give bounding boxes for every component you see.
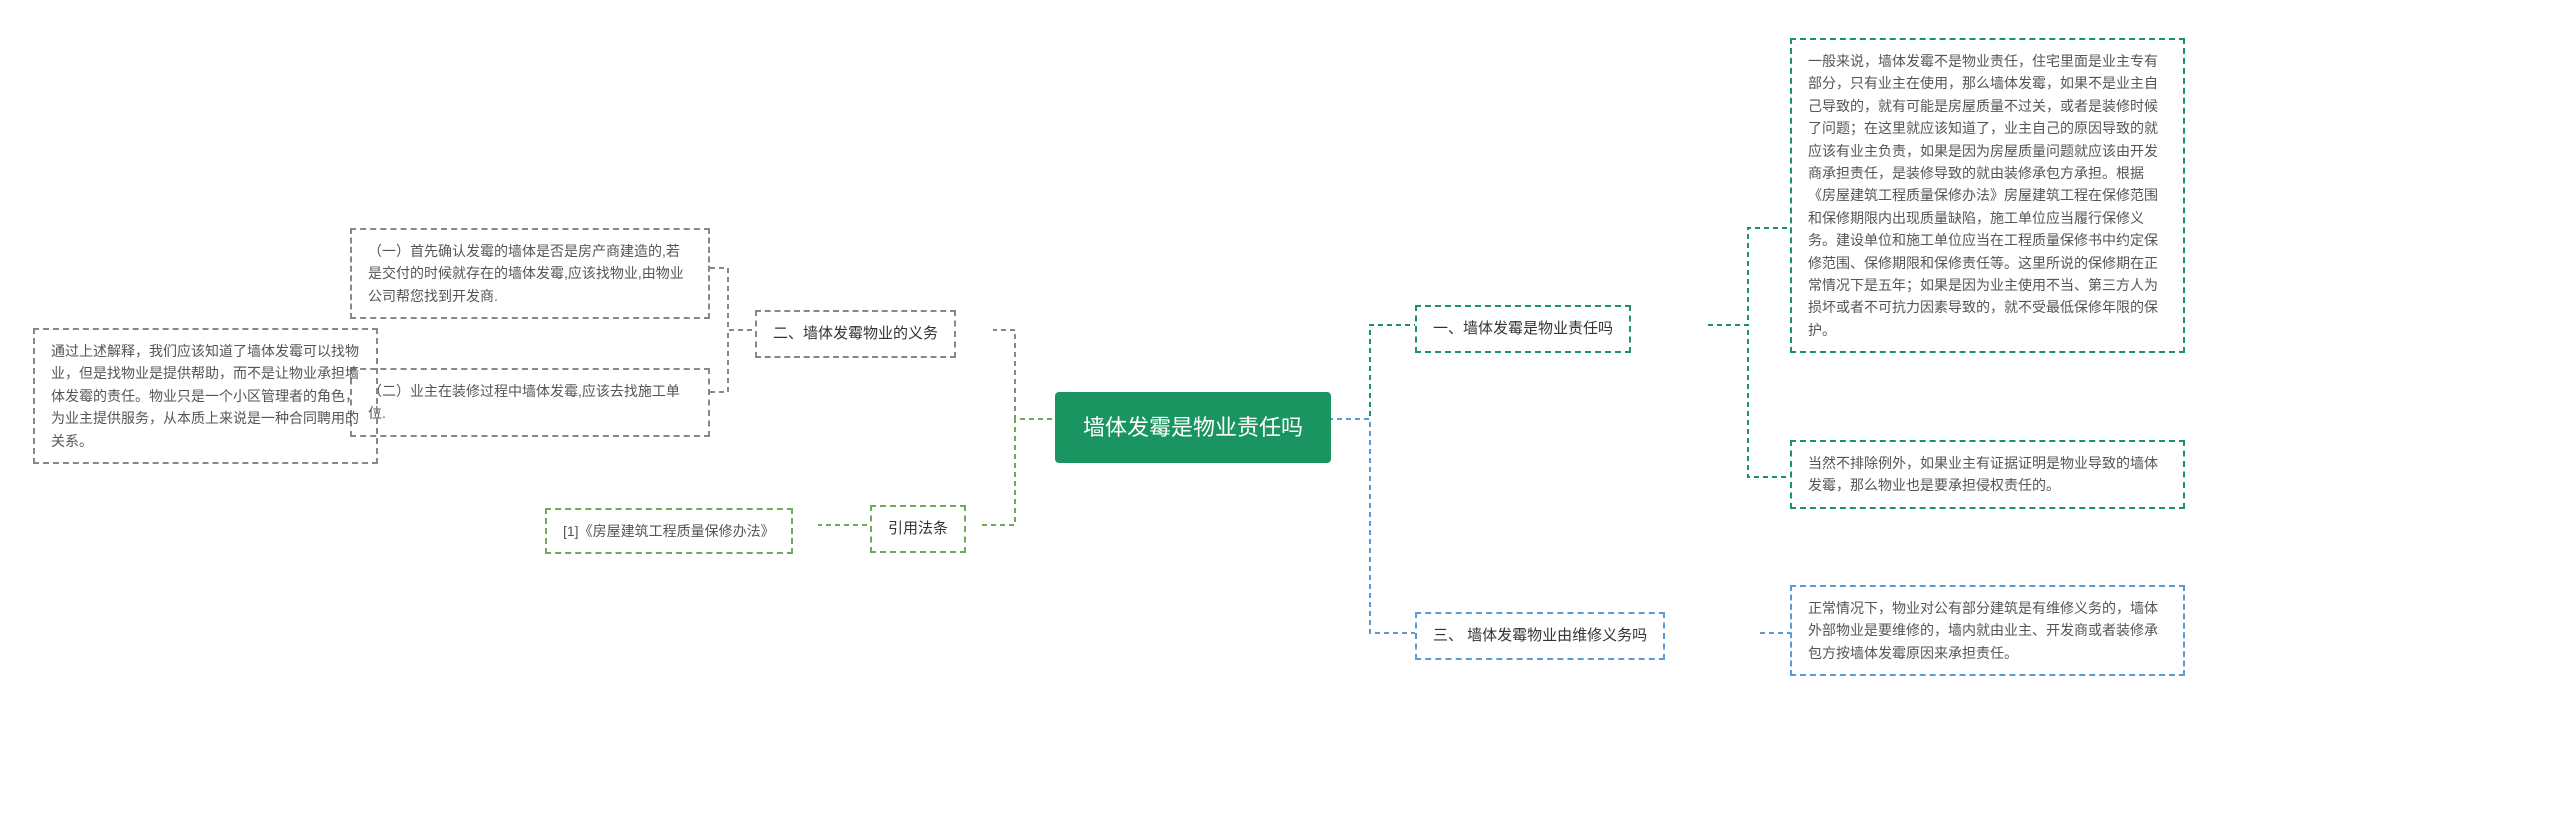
leaf-right-2-1: 正常情况下，物业对公有部分建筑是有维修义务的，墙体外部物业是要维修的，墙内就由业…: [1790, 585, 2185, 676]
root-node: 墙体发霉是物业责任吗: [1055, 392, 1331, 463]
branch-right-1: 一、墙体发霉是物业责任吗: [1415, 305, 1631, 353]
leaf-left-1-1: （一）首先确认发霉的墙体是否是房产商建造的,若是交付的时候就存在的墙体发霉,应该…: [350, 228, 710, 319]
leaf-left-1-2: （二）业主在装修过程中墙体发霉,应该去找施工单位.: [350, 368, 710, 437]
leaf-right-1-2: 当然不排除例外，如果业主有证据证明是物业导致的墙体发霉，那么物业也是要承担侵权责…: [1790, 440, 2185, 509]
leaf-right-1-1: 一般来说，墙体发霉不是物业责任，住宅里面是业主专有部分，只有业主在使用，那么墙体…: [1790, 38, 2185, 353]
branch-right-2: 三、 墙体发霉物业由维修义务吗: [1415, 612, 1665, 660]
branch-left-2: 引用法条: [870, 505, 966, 553]
summary-box: 通过上述解释，我们应该知道了墙体发霉可以找物业，但是找物业是提供帮助，而不是让物…: [33, 328, 378, 464]
branch-left-1: 二、墙体发霉物业的义务: [755, 310, 956, 358]
leaf-left-2-1: [1]《房屋建筑工程质量保修办法》: [545, 508, 793, 554]
